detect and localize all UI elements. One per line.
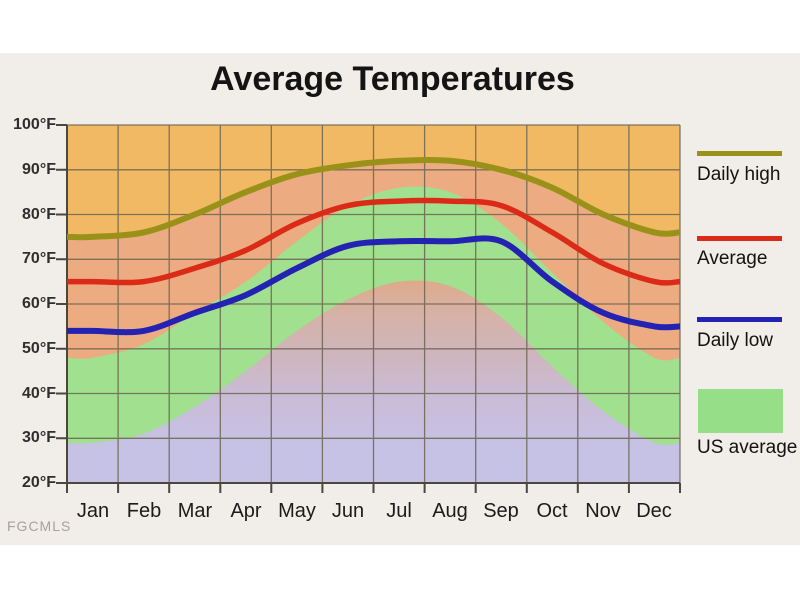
legend-swatch-us-average (698, 389, 783, 433)
y-tick-label: 20°F (22, 474, 56, 491)
legend-swatch-average (697, 236, 782, 241)
x-tick-label: Oct (536, 500, 568, 522)
x-tick-label: Apr (230, 500, 262, 522)
chart-title: Average Temperatures (210, 60, 575, 98)
x-tick-label: Jan (76, 500, 110, 522)
axis-ticks (56, 124, 681, 493)
y-tick-label: 90°F (22, 161, 56, 178)
legend-swatch-daily-low (697, 317, 782, 322)
legend-label-daily-high: Daily high (697, 164, 781, 185)
x-tick-label: Sep (483, 500, 519, 522)
x-tick-label: Aug (432, 500, 468, 522)
series-lines (67, 156, 680, 336)
x-tick-label: Nov (585, 500, 621, 522)
y-tick-label: 30°F (22, 429, 56, 446)
x-tick-label: Jul (386, 500, 412, 522)
x-tick-label: May (278, 500, 316, 522)
x-tick-label: Jun (331, 500, 365, 522)
series-line-daily-low (67, 235, 680, 336)
legend-label-daily-low: Daily low (697, 330, 774, 351)
y-tick-label: 100°F (13, 116, 56, 133)
y-tick-label: 60°F (22, 295, 56, 312)
legend-label-us-average: US average (697, 437, 798, 458)
legend-swatch-daily-high (697, 151, 782, 156)
series-line-daily-high (67, 156, 680, 241)
series-line-average (67, 197, 680, 286)
x-tick-label: Feb (126, 500, 162, 522)
y-tick-label: 50°F (22, 340, 56, 357)
legend-label-average: Average (697, 248, 768, 269)
tick-path (56, 124, 681, 493)
watermark: FGCMLS (7, 518, 72, 534)
y-tick-label: 70°F (22, 250, 56, 267)
axis-lines (66, 125, 680, 484)
y-tick-label: 80°F (22, 206, 56, 223)
x-tick-label: Mar (177, 500, 213, 522)
x-tick-label: Dec (636, 500, 672, 522)
y-tick-label: 40°F (22, 385, 56, 402)
